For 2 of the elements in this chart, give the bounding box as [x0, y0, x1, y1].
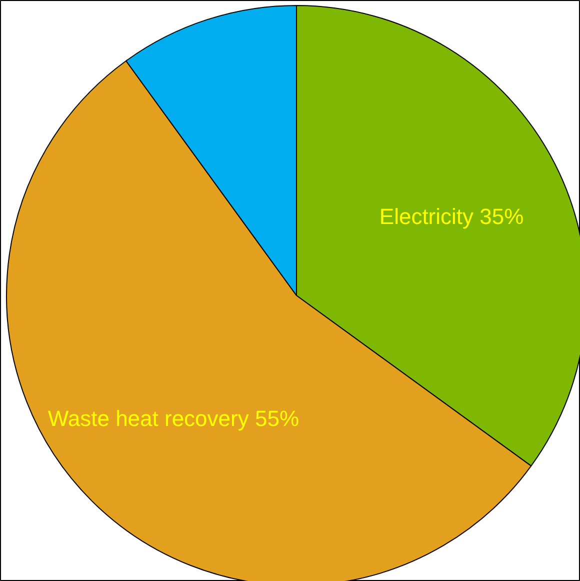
slice-label: Waste heat recovery 55% — [48, 406, 300, 432]
slice-label: Electricity 35% — [379, 204, 524, 230]
